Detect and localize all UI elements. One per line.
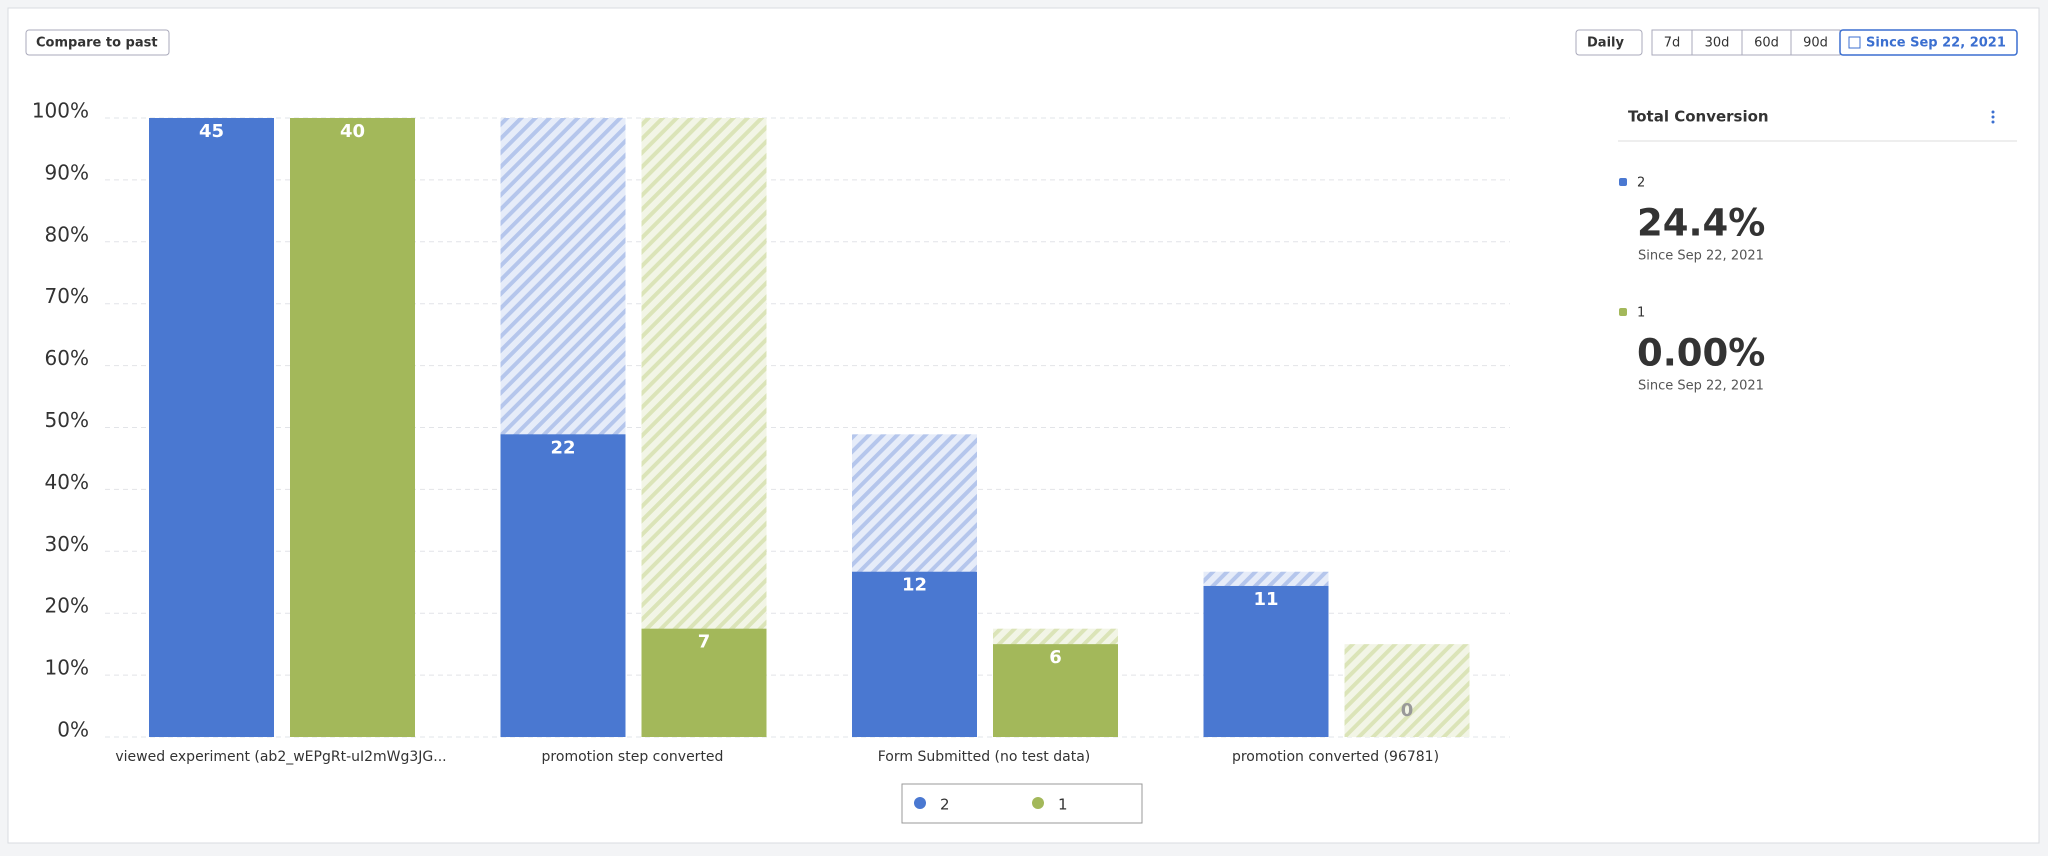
summary-note: Since Sep 22, 2021	[1638, 249, 1764, 264]
y-tick-label: 60%	[45, 346, 89, 370]
count-label: 12	[902, 575, 927, 596]
summary-marker	[1619, 178, 1627, 186]
menu-dot[interactable]	[1991, 120, 1995, 124]
range-button[interactable]	[1741, 29, 1792, 56]
summary-title: Total Conversion	[1628, 108, 1769, 126]
compare-button[interactable]: Compare to past	[25, 29, 170, 56]
since-label: Since Sep 22, 2021	[1866, 36, 2006, 51]
count-label: 7	[698, 632, 711, 653]
compare-label: Compare to past	[36, 36, 158, 51]
legend-box	[901, 783, 1143, 824]
bar	[149, 118, 274, 737]
summary-name: 1	[1637, 306, 1645, 321]
range-buttons: 7d 30d 60d 90d	[1651, 29, 1841, 56]
y-tick-label: 50%	[45, 408, 89, 432]
y-tick-label: 10%	[45, 656, 89, 680]
dropoff-bar	[1344, 644, 1470, 737]
count-label: 40	[340, 121, 365, 142]
y-tick-label: 30%	[45, 532, 89, 556]
summary-name: 2	[1637, 176, 1645, 191]
summary-note: Since Sep 22, 2021	[1638, 379, 1764, 394]
legend-label: 2	[940, 796, 950, 814]
summary-value: 0.00%	[1637, 332, 1765, 375]
range-label: 30d	[1705, 36, 1730, 51]
count-label: 0	[1401, 700, 1414, 721]
bar	[290, 118, 415, 737]
x-tick-label: promotion converted (96781)	[1232, 749, 1439, 765]
x-tick-label: promotion step converted	[542, 749, 724, 765]
y-tick-label: 20%	[45, 594, 89, 618]
menu-dot[interactable]	[1991, 115, 1995, 119]
y-tick-label: 40%	[45, 470, 89, 494]
summary-marker	[1619, 308, 1627, 316]
count-label: 11	[1253, 589, 1278, 610]
bar	[852, 571, 977, 737]
count-label: 22	[550, 437, 575, 458]
menu-dot[interactable]	[1991, 110, 1995, 114]
y-tick-label: 0%	[57, 718, 89, 742]
range-label: 60d	[1754, 36, 1779, 51]
bar	[993, 644, 1118, 737]
interval-label: Daily	[1587, 36, 1624, 51]
bar	[641, 628, 767, 737]
count-label: 45	[199, 121, 224, 142]
interval-button[interactable]: Daily	[1575, 29, 1643, 56]
summary-value: 24.4%	[1637, 202, 1765, 245]
y-tick-label: 90%	[45, 160, 89, 184]
range-button[interactable]	[1790, 29, 1841, 56]
legend-marker	[1032, 797, 1044, 809]
x-tick-label: viewed experiment (ab2_wEPgRt-uI2mWg3JG.…	[115, 749, 446, 765]
count-label: 6	[1049, 647, 1062, 668]
bar	[1203, 585, 1329, 737]
y-tick-label: 70%	[45, 284, 89, 308]
y-tick-label: 100%	[32, 99, 89, 123]
x-tick-label: Form Submitted (no test data)	[878, 749, 1091, 765]
legend-label: 1	[1058, 796, 1068, 814]
since-button[interactable]: Since Sep 22, 2021	[1839, 29, 2018, 56]
legend-marker	[914, 797, 926, 809]
bar	[500, 434, 626, 737]
range-label: 7d	[1664, 36, 1681, 51]
y-tick-label: 80%	[45, 222, 89, 246]
chart: 0% 10% 20% 30% 40% 50% 60% 70% 80% 90% 100% viewed …	[32, 99, 1510, 765]
range-label: 90d	[1803, 36, 1828, 51]
summary: 2 24.4% Since Sep 22, 2021 1 0.00% Since Sep …	[1619, 176, 1765, 394]
